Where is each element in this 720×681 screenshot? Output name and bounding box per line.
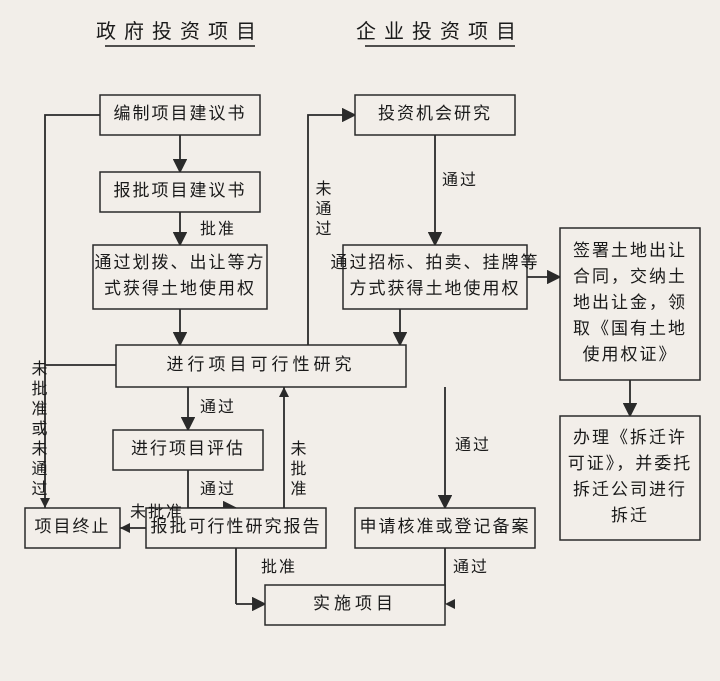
node-n12-line-1: 合同，交纳土 <box>573 267 687 286</box>
node-n3-line-1: 式获得土地使用权 <box>104 278 256 298</box>
node-n1-line-0: 编制项目建议书 <box>114 104 247 123</box>
node-n7: 进行项目评估 <box>113 430 263 470</box>
nodes-layer: 编制项目建议书报批项目建议书通过划拨、出让等方式获得土地使用权投资机会研究通过招… <box>25 95 700 625</box>
node-n10-line-0: 实施项目 <box>313 594 397 613</box>
edge-label-l_pass6: 通过 <box>453 558 489 576</box>
node-n9-line-0: 申请核准或登记备案 <box>360 517 531 536</box>
node-n13-line-0: 办理《拆迁许 <box>573 428 687 447</box>
edge-label-l_pass1: 批准 <box>200 220 236 238</box>
node-n10: 实施项目 <box>265 585 445 625</box>
node-n11: 项目终止 <box>25 508 120 548</box>
node-n7-line-0: 进行项目评估 <box>131 439 245 458</box>
node-n12-line-3: 取《国有土地 <box>573 319 687 338</box>
node-n4-line-0: 投资机会研究 <box>378 104 492 123</box>
node-n5-line-0: 通过招标、拍卖、挂牌等 <box>331 253 540 272</box>
edge-label-l_pass6b: 通过 <box>455 436 491 454</box>
node-n5: 通过招标、拍卖、挂牌等方式获得土地使用权 <box>331 245 540 309</box>
edge-label-l_pass5: 批准 <box>261 558 297 576</box>
edge-label-l_fail4: 未批准 <box>130 503 184 521</box>
node-n5-line-1: 方式获得土地使用权 <box>350 278 521 298</box>
edge-label-l_fail2: 未批准 <box>288 440 307 500</box>
edge-label-l_fail1: 未通过 <box>313 180 332 240</box>
node-n12: 签署土地出让合同，交纳土地出让金，领取《国有土地使用权证》 <box>560 228 700 380</box>
edge-label-l_pass2: 通过 <box>442 171 478 189</box>
node-n12-line-0: 签署土地出让 <box>573 241 687 260</box>
node-n6-line-0: 进行项目可行性研究 <box>167 355 356 374</box>
flowchart: 政府投资项目 企业投资项目 编制项目建议书报批项目建议书通过划拨、出让等方式获得… <box>0 0 720 681</box>
node-n3: 通过划拨、出让等方式获得土地使用权 <box>93 245 267 309</box>
node-n2: 报批项目建议书 <box>100 172 260 212</box>
node-n4: 投资机会研究 <box>355 95 515 135</box>
node-n13-line-1: 可证》，并委托 <box>568 454 693 473</box>
title-gov: 政府投资项目 <box>96 20 264 43</box>
node-n1: 编制项目建议书 <box>100 95 260 135</box>
node-n11-line-0: 项目终止 <box>35 517 111 536</box>
edge-label-l_fail3: 未批准或未通过 <box>29 360 48 500</box>
node-n13-line-2: 拆迁公司进行 <box>573 480 687 499</box>
title-corp: 企业投资项目 <box>356 20 524 43</box>
node-n12-line-2: 地出让金，领 <box>573 293 687 312</box>
edge-label-l_pass4: 通过 <box>200 480 236 498</box>
node-n2-line-0: 报批项目建议书 <box>114 181 247 200</box>
node-n13: 办理《拆迁许可证》，并委托拆迁公司进行拆迁 <box>560 416 700 540</box>
edge-e16 <box>45 115 100 508</box>
node-n13-line-3: 拆迁 <box>611 506 649 525</box>
node-n9: 申请核准或登记备案 <box>355 508 535 548</box>
node-n3-line-0: 通过划拨、出让等方 <box>95 253 266 272</box>
node-n6: 进行项目可行性研究 <box>116 345 406 387</box>
node-n12-line-4: 使用权证》 <box>583 344 678 364</box>
edge-label-l_pass3: 通过 <box>200 398 236 416</box>
